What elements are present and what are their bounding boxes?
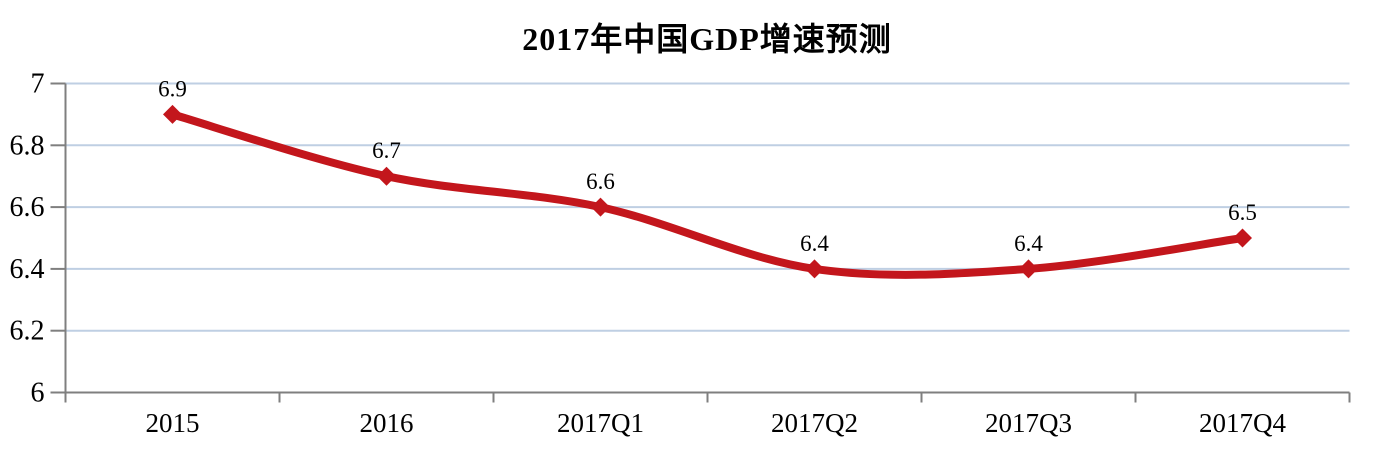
y-tick-label: 6.4 [10, 254, 45, 285]
y-tick-label: 6.6 [10, 192, 45, 223]
x-tick-label: 2017Q4 [1199, 408, 1286, 438]
y-tick-label: 6.8 [10, 130, 45, 161]
data-label: 6.7 [372, 138, 401, 163]
x-tick-label: 2017Q2 [771, 408, 858, 438]
data-label: 6.4 [800, 231, 829, 256]
chart-title: 2017年中国GDP增速预测 [522, 21, 892, 57]
y-tick-label: 6 [31, 378, 45, 409]
x-tick-label: 2017Q1 [557, 408, 644, 438]
data-label: 6.9 [158, 76, 187, 101]
data-point-marker [591, 197, 610, 217]
data-point-marker [1019, 259, 1038, 279]
data-point-marker [377, 166, 396, 186]
data-label: 6.6 [586, 169, 615, 194]
data-label: 6.5 [1228, 200, 1257, 225]
data-point-marker [1233, 228, 1252, 248]
x-tick-label: 2015 [146, 408, 200, 438]
series-line [168, 110, 1247, 279]
y-tick-label: 6.2 [10, 316, 45, 347]
data-point-marker [163, 104, 182, 124]
y-tick-label: 7 [31, 69, 45, 100]
x-tick-label: 2016 [360, 408, 414, 438]
data-label: 6.4 [1014, 231, 1043, 256]
x-tick-label: 2017Q3 [985, 408, 1072, 438]
data-point-marker [805, 259, 824, 279]
